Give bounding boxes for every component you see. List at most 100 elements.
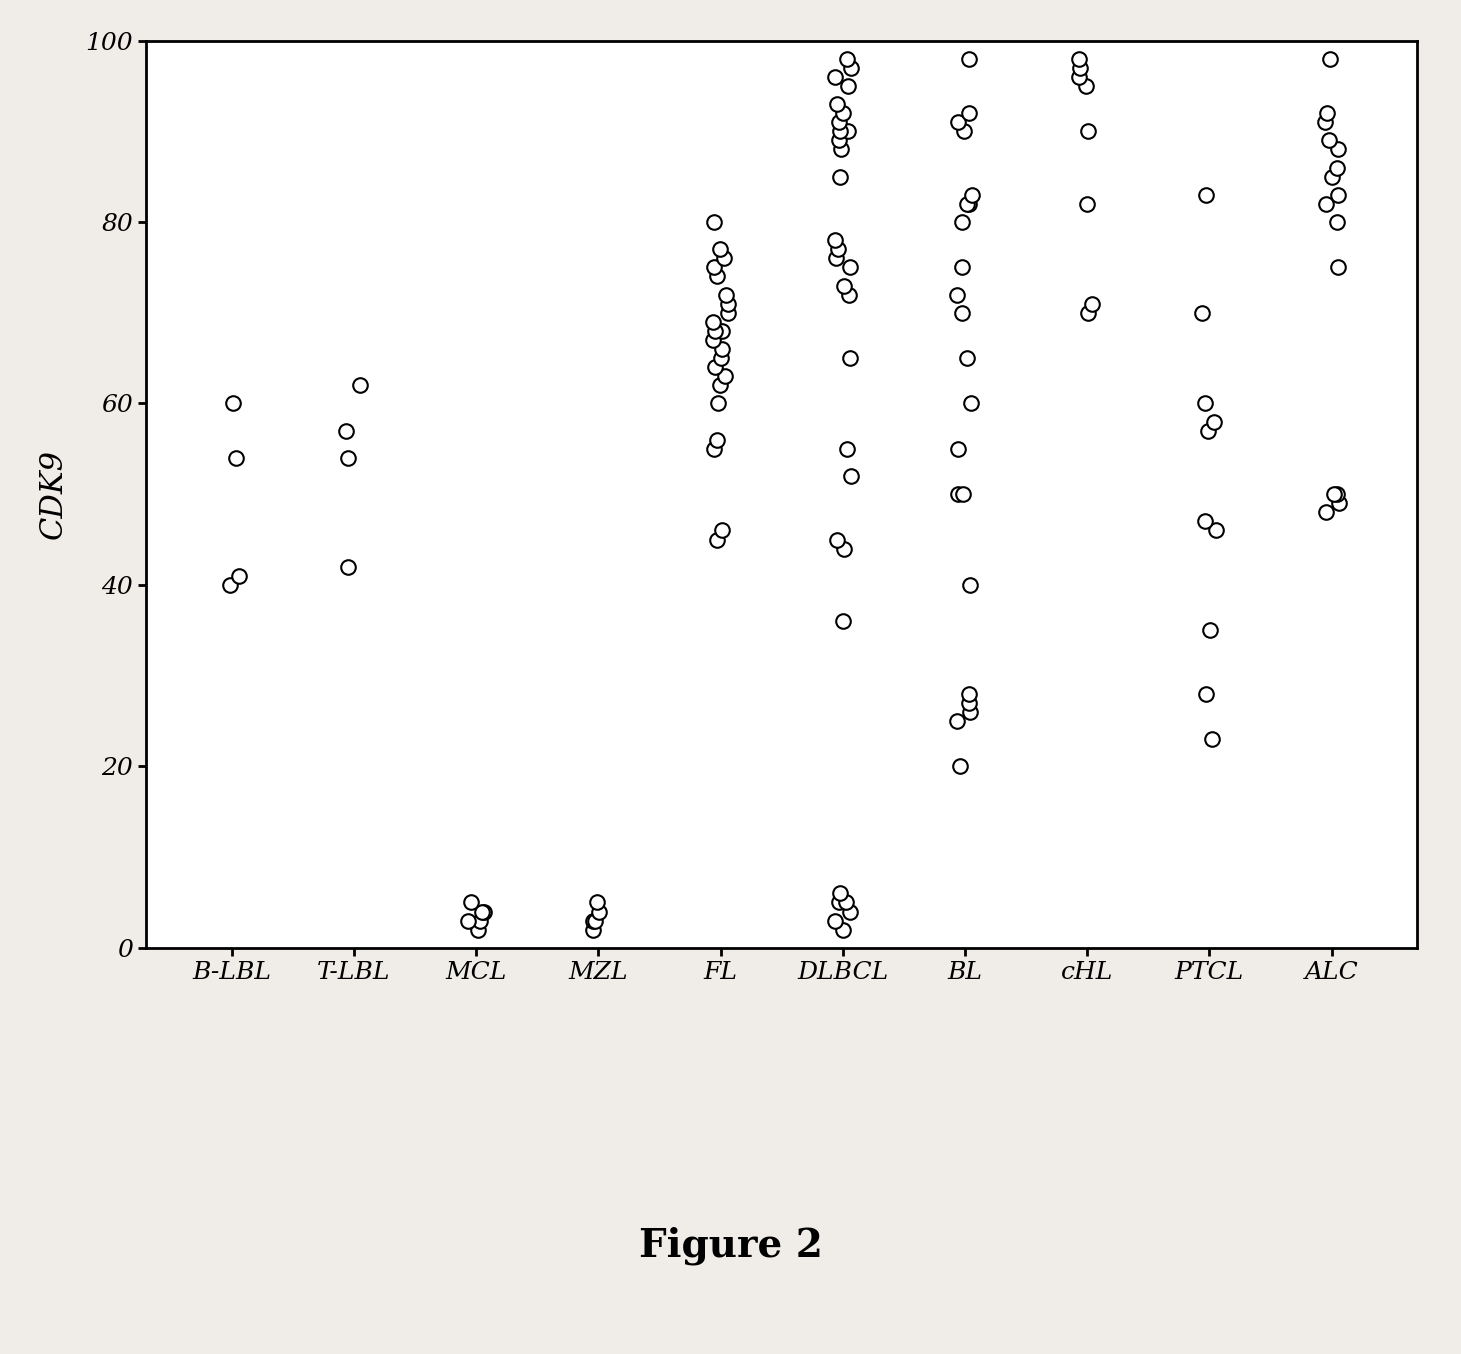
- Point: [834, 891, 858, 913]
- Point: [470, 900, 494, 922]
- Point: [827, 130, 850, 152]
- Point: [836, 76, 859, 97]
- Point: [957, 103, 980, 125]
- Point: [945, 483, 969, 505]
- Point: [1319, 47, 1343, 69]
- Point: [706, 265, 729, 287]
- Point: [701, 329, 725, 351]
- Point: [466, 919, 489, 941]
- Point: [714, 366, 738, 387]
- Point: [830, 138, 853, 160]
- Point: [824, 229, 847, 250]
- Point: [586, 891, 609, 913]
- Point: [1077, 302, 1100, 324]
- Point: [827, 891, 850, 913]
- Text: Figure 2: Figure 2: [638, 1227, 823, 1265]
- Point: [468, 910, 491, 932]
- Point: [587, 900, 611, 922]
- Point: [710, 320, 733, 341]
- Point: [1321, 167, 1344, 188]
- Point: [1325, 211, 1349, 233]
- Y-axis label: CDK9: CDK9: [38, 450, 69, 539]
- Point: [1327, 138, 1350, 160]
- Point: [709, 375, 732, 397]
- Point: [831, 919, 855, 941]
- Point: [703, 320, 726, 341]
- Point: [581, 919, 605, 941]
- Point: [945, 284, 969, 306]
- Point: [958, 47, 982, 69]
- Point: [1315, 194, 1338, 215]
- Point: [1080, 292, 1103, 314]
- Point: [1325, 483, 1349, 505]
- Point: [1325, 157, 1349, 179]
- Point: [701, 256, 725, 278]
- Point: [837, 121, 861, 142]
- Point: [955, 347, 979, 368]
- Point: [717, 292, 741, 314]
- Point: [701, 311, 725, 333]
- Point: [839, 256, 862, 278]
- Point: [1313, 111, 1337, 133]
- Point: [1195, 682, 1218, 704]
- Point: [957, 682, 980, 704]
- Point: [831, 103, 855, 125]
- Point: [716, 302, 739, 324]
- Point: [335, 420, 358, 441]
- Point: [712, 248, 735, 269]
- Point: [839, 347, 862, 368]
- Point: [1199, 728, 1223, 750]
- Point: [704, 356, 728, 378]
- Point: [581, 910, 605, 932]
- Point: [583, 910, 606, 932]
- Point: [1198, 620, 1221, 642]
- Point: [1075, 194, 1099, 215]
- Point: [336, 556, 359, 578]
- Point: [349, 375, 373, 397]
- Point: [831, 538, 855, 559]
- Point: [951, 302, 974, 324]
- Point: [951, 483, 974, 505]
- Point: [824, 66, 847, 88]
- Point: [836, 439, 859, 460]
- Point: [953, 121, 976, 142]
- Point: [472, 900, 495, 922]
- Point: [824, 248, 847, 269]
- Point: [1194, 510, 1217, 532]
- Point: [839, 900, 862, 922]
- Point: [707, 238, 730, 260]
- Point: [840, 57, 863, 79]
- Point: [222, 393, 245, 414]
- Point: [703, 211, 726, 233]
- Point: [459, 891, 482, 913]
- Point: [1313, 501, 1337, 523]
- Point: [1074, 76, 1097, 97]
- Point: [828, 883, 852, 904]
- Point: [1327, 256, 1350, 278]
- Point: [947, 111, 970, 133]
- Point: [218, 574, 241, 596]
- Point: [827, 111, 850, 133]
- Point: [950, 256, 973, 278]
- Point: [710, 520, 733, 542]
- Point: [706, 429, 729, 451]
- Point: [1068, 66, 1091, 88]
- Point: [960, 393, 983, 414]
- Point: [828, 167, 852, 188]
- Point: [831, 611, 855, 632]
- Point: [709, 347, 732, 368]
- Point: [828, 121, 852, 142]
- Point: [1202, 410, 1226, 432]
- Point: [825, 238, 849, 260]
- Point: [839, 466, 862, 487]
- Point: [1075, 121, 1099, 142]
- Point: [707, 393, 730, 414]
- Point: [224, 447, 247, 468]
- Point: [958, 701, 982, 723]
- Point: [706, 528, 729, 550]
- Point: [960, 184, 983, 206]
- Point: [1069, 57, 1093, 79]
- Point: [837, 284, 861, 306]
- Point: [703, 439, 726, 460]
- Point: [833, 275, 856, 297]
